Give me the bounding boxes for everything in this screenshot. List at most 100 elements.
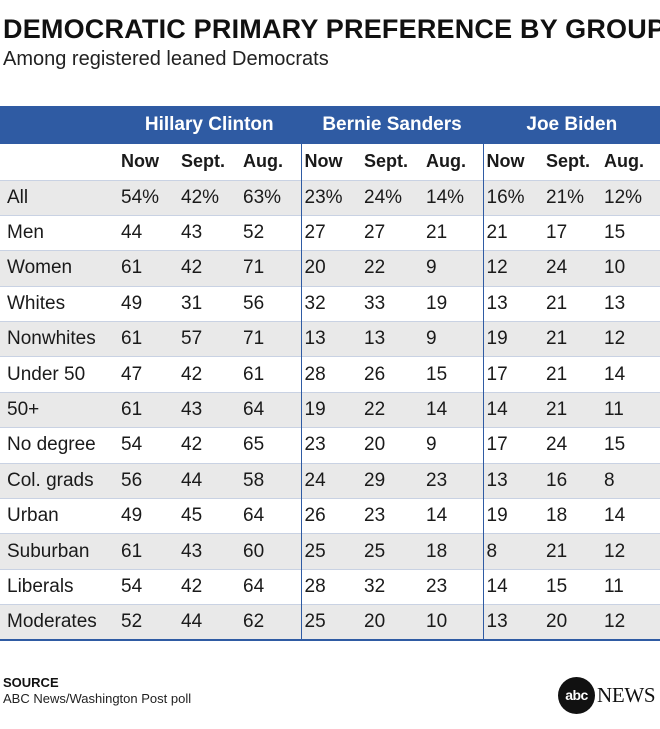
value-cell: 14: [604, 363, 626, 385]
value-cell: 18: [423, 533, 484, 570]
value-cell: 54%: [118, 180, 178, 216]
value-cell: 65: [243, 434, 265, 456]
value-cell: 44: [178, 463, 240, 499]
chart-title: DEMOCRATIC PRIMARY PREFERENCE BY GROUP: [3, 14, 660, 44]
value-cell: 15: [604, 434, 626, 456]
value-cell: 63%: [240, 180, 302, 216]
group-label: Moderates: [0, 604, 118, 641]
table-row: Women 61 42 71 20 22 9 12 24 10: [0, 250, 660, 287]
value-cell: 58: [240, 463, 302, 499]
candidate-header: Joe Biden: [482, 106, 660, 144]
value-cell: 12: [601, 321, 660, 357]
results-table-container: Hillary Clinton Bernie Sanders Joe Biden…: [0, 106, 660, 641]
value-cell: 12: [601, 533, 660, 570]
value-cell: 9: [426, 434, 437, 456]
value-cell: 15: [426, 363, 448, 385]
value-cell: 23: [423, 463, 484, 499]
value-cell: 23%: [300, 180, 362, 216]
value-cell: 21: [546, 292, 568, 314]
table-row: All 54% 42% 63% 23% 24% 14% 16% 21% 12%: [0, 180, 660, 216]
value-cell: 15: [546, 575, 568, 597]
value-cell: 54: [121, 575, 143, 597]
value-cell: 62: [240, 604, 302, 641]
value-cell: 25: [300, 604, 362, 641]
value-cell: 22: [361, 392, 424, 428]
period-header: Now: [121, 151, 159, 172]
period-header: Now: [300, 144, 362, 180]
source-label: SOURCE: [3, 675, 59, 690]
value-cell: 16%: [482, 180, 544, 216]
table-row: Whites 49 31 56 32 33 19 13 21 13: [0, 286, 660, 322]
period-header: Aug.: [604, 151, 645, 172]
value-cell: 23: [364, 505, 386, 527]
value-cell: 43: [178, 533, 240, 570]
group-label: No degree: [7, 434, 96, 456]
value-cell: 21: [543, 321, 602, 357]
group-label: 50+: [0, 392, 118, 428]
value-cell: 71: [240, 250, 302, 287]
value-cell: 19: [300, 392, 362, 428]
value-cell: 8: [482, 533, 544, 570]
value-cell: 21: [543, 392, 602, 428]
value-cell: 19: [426, 292, 448, 314]
value-cell: 18: [546, 505, 568, 527]
group-label: Women: [0, 250, 118, 287]
value-cell: 14: [482, 392, 544, 428]
logo-news-text: NEWS: [597, 682, 656, 707]
value-cell: 14: [604, 505, 626, 527]
value-cell: 44: [178, 604, 240, 641]
value-cell: 21%: [543, 180, 602, 216]
value-cell: 49: [121, 292, 143, 314]
value-cell: 61: [118, 321, 178, 357]
value-cell: 14%: [423, 180, 484, 216]
header-blank-cell: [0, 106, 118, 144]
value-cell: 14: [423, 392, 484, 428]
value-cell: 61: [118, 392, 178, 428]
period-header: Now: [482, 144, 544, 180]
value-cell: 23: [300, 427, 362, 464]
period-header: Aug.: [426, 151, 467, 172]
value-cell: 45: [181, 505, 203, 527]
period-header: Aug.: [243, 151, 283, 172]
value-cell: 10: [423, 604, 484, 641]
table-row: Col. grads 56 44 58 24 29 23 13 16 8: [0, 463, 660, 499]
table-row: No degree 54 42 65 23 20 9 17 24 15: [0, 427, 660, 464]
value-cell: 52: [243, 222, 265, 244]
period-header: Sept.: [546, 151, 591, 172]
table-row: 50+ 61 43 64 19 22 14 14 21 11: [0, 392, 660, 428]
value-cell: 56: [118, 463, 178, 499]
value-cell: 14: [426, 505, 448, 527]
abc-news-logo: abc NEWS: [558, 676, 658, 714]
value-cell: 64: [243, 505, 265, 527]
group-label: Suburban: [0, 533, 118, 570]
value-cell: 52: [118, 604, 178, 641]
group-label: Urban: [7, 505, 59, 527]
value-cell: 42%: [178, 180, 240, 216]
value-cell: 44: [121, 222, 143, 244]
table-row: Under 50 47 42 61 28 26 15 17 21 14: [0, 356, 660, 393]
value-cell: 71: [240, 321, 302, 357]
value-cell: 20: [300, 250, 362, 287]
value-cell: 23: [426, 575, 448, 597]
value-cell: 29: [361, 463, 424, 499]
period-header: Sept.: [181, 151, 226, 172]
period-header: Sept.: [364, 151, 409, 172]
value-cell: 43: [178, 392, 240, 428]
value-cell: 13: [361, 321, 424, 357]
value-cell: 49: [121, 505, 143, 527]
table-row: Nonwhites 61 57 71 13 13 9 19 21 12: [0, 321, 660, 357]
value-cell: 24: [300, 463, 362, 499]
group-label: Men: [7, 222, 44, 244]
value-cell: 32: [300, 286, 362, 322]
value-cell: 19: [482, 321, 544, 357]
value-cell: 31: [181, 292, 203, 314]
value-cell: 12%: [601, 180, 660, 216]
value-cell: 19: [482, 498, 544, 534]
group-label: Col. grads: [0, 463, 118, 499]
value-cell: 42: [178, 250, 240, 287]
value-cell: 16: [543, 463, 602, 499]
value-cell: 22: [361, 250, 424, 287]
value-cell: 21: [426, 222, 448, 244]
value-cell: 13: [482, 604, 544, 641]
value-cell: 17: [482, 356, 544, 393]
